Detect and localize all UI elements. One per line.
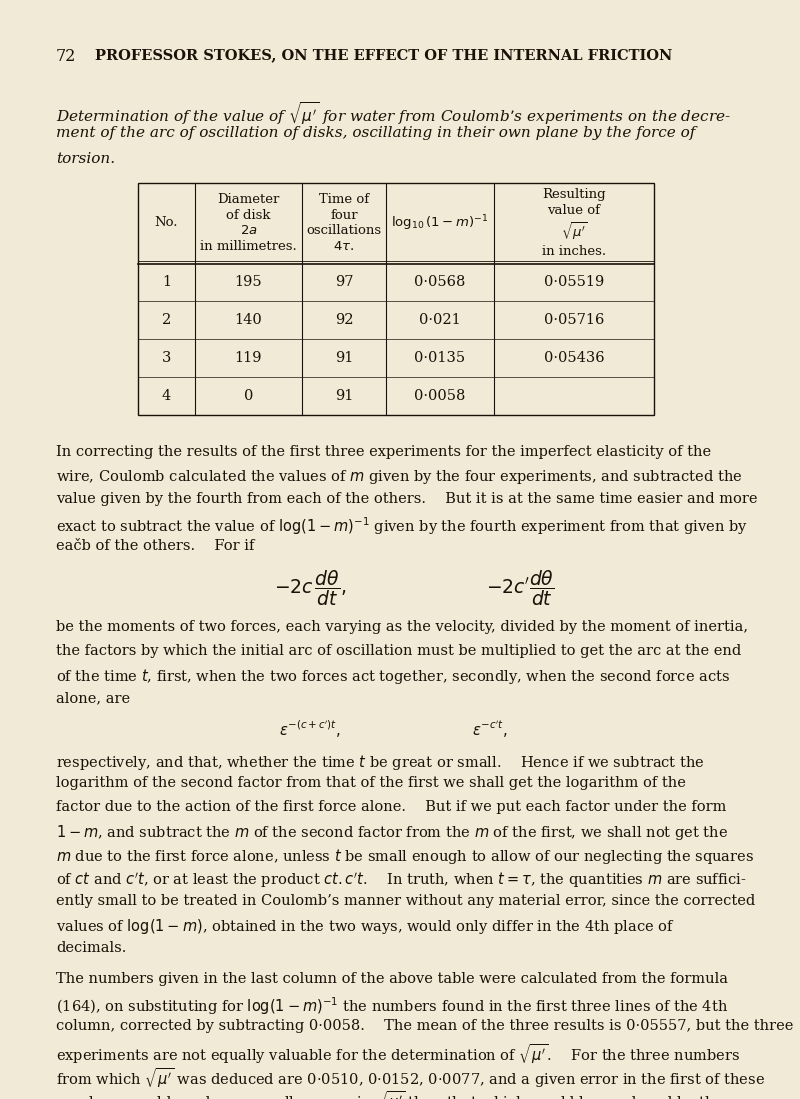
Text: In correcting the results of the first three experiments for the imperfect elast: In correcting the results of the first t… [56, 445, 711, 459]
Text: $-2c'\dfrac{d\theta}{dt}$: $-2c'\dfrac{d\theta}{dt}$ [486, 568, 554, 609]
Text: column, corrected by subtracting 0·0058.  The mean of the three results is 0·055: column, corrected by subtracting 0·0058.… [56, 1019, 794, 1033]
Text: 72: 72 [56, 48, 76, 65]
Text: 0·0058: 0·0058 [414, 389, 466, 403]
Text: ently small to be treated in Coulomb’s manner without any material error, since : ently small to be treated in Coulomb’s m… [56, 893, 755, 908]
Text: 91: 91 [335, 351, 353, 365]
Text: 3: 3 [162, 351, 171, 365]
Text: 0·05716: 0·05716 [544, 313, 604, 328]
Text: 0: 0 [244, 389, 253, 403]
Text: alone, are: alone, are [56, 691, 130, 704]
Text: $\epsilon^{-(c+c')t},$: $\epsilon^{-(c+c')t},$ [279, 719, 341, 740]
Text: 195: 195 [234, 275, 262, 289]
Text: value given by the fourth from each of the others.  But it is at the same time e: value given by the fourth from each of t… [56, 492, 758, 506]
Text: 0·021: 0·021 [419, 313, 461, 328]
Text: wire, Coulomb calculated the values of $m$ given by the four experiments, and su: wire, Coulomb calculated the values of $… [56, 468, 742, 487]
Text: 140: 140 [234, 313, 262, 328]
Text: from which $\sqrt{\mu^{\prime}}$ was deduced are 0·0510, 0·0152, 0·0077, and a g: from which $\sqrt{\mu^{\prime}}$ was ded… [56, 1066, 765, 1090]
Text: 92: 92 [334, 313, 354, 328]
Text: 0·05436: 0·05436 [544, 351, 604, 365]
Text: The numbers given in the last column of the above table were calculated from the: The numbers given in the last column of … [56, 972, 728, 986]
Text: $1-m$, and subtract the $m$ of the second factor from the $m$ of the first, we s: $1-m$, and subtract the $m$ of the secon… [56, 823, 728, 842]
Text: logarithm of the second factor from that of the first we shall get the logarithm: logarithm of the second factor from that… [56, 776, 686, 790]
Text: respectively, and that, whether the time $t$ be great or small.  Hence if we sub: respectively, and that, whether the time… [56, 753, 705, 771]
Text: $-2c\,\dfrac{d\theta}{dt},$: $-2c\,\dfrac{d\theta}{dt},$ [274, 568, 346, 609]
Text: of $ct$ and $c't$, or at least the product $ct.c't$.  In truth, when $t=\tau$, t: of $ct$ and $c't$, or at least the produ… [56, 870, 746, 889]
Text: $\log_{10}(1-m)^{-1}$: $\log_{10}(1-m)^{-1}$ [391, 213, 489, 233]
Bar [138, 184, 654, 415]
Text: torsion.: torsion. [56, 152, 115, 166]
Text: values of $\log(1-m)$, obtained in the two ways, would only differ in the 4th pl: values of $\log(1-m)$, obtained in the t… [56, 917, 674, 936]
Text: 0·0135: 0·0135 [414, 351, 466, 365]
Text: 0·0568: 0·0568 [414, 275, 466, 289]
Text: numbers would produce a smaller error in $\sqrt{\mu^{\prime}}$ than that which w: numbers would produce a smaller error in… [56, 1089, 724, 1099]
Text: of the time $t$, first, when the two forces act together, secondly, when the sec: of the time $t$, first, when the two for… [56, 667, 730, 687]
Text: the factors by which the initial arc of oscillation must be multiplied to get th: the factors by which the initial arc of … [56, 644, 742, 658]
Text: 97: 97 [334, 275, 354, 289]
Text: 2: 2 [162, 313, 171, 328]
Text: eačb of the others.  For if: eačb of the others. For if [56, 539, 254, 553]
Text: $\epsilon^{-c't},$: $\epsilon^{-c't},$ [472, 719, 508, 740]
Text: decimals.: decimals. [56, 941, 126, 955]
Text: Determination of the value of $\sqrt{\mu^{\prime}}$ for water from Coulomb’s exp: Determination of the value of $\sqrt{\mu… [56, 100, 731, 126]
Text: PROFESSOR STOKES, ON THE EFFECT OF THE INTERNAL FRICTION: PROFESSOR STOKES, ON THE EFFECT OF THE I… [95, 48, 672, 62]
Text: be the moments of two forces, each varying as the velocity, divided by the momen: be the moments of two forces, each varyi… [56, 621, 748, 634]
Text: factor due to the action of the first force alone.  But if we put each factor un: factor due to the action of the first fo… [56, 799, 726, 813]
Text: Resulting
value of
$\sqrt{\mu^{\prime}}$
in inches.: Resulting value of $\sqrt{\mu^{\prime}}$… [542, 188, 606, 257]
Text: experiments are not equally valuable for the determination of $\sqrt{\mu^{\prime: experiments are not equally valuable for… [56, 1043, 741, 1066]
Text: exact to subtract the value of $\log(1-m)^{-1}$ given by the fourth experiment f: exact to subtract the value of $\log(1-m… [56, 515, 748, 537]
Text: $m$ due to the first force alone, unless $t$ be small enough to allow of our neg: $m$ due to the first force alone, unless… [56, 846, 754, 866]
Text: Time of
four
oscillations
$4\tau$.: Time of four oscillations $4\tau$. [306, 193, 382, 253]
Text: 119: 119 [234, 351, 262, 365]
Text: 1: 1 [162, 275, 171, 289]
Text: ment of the arc of oscillation of disks, oscillating in their own plane by the f: ment of the arc of oscillation of disks,… [56, 126, 695, 140]
Text: 0·05519: 0·05519 [544, 275, 604, 289]
Text: (164), on substituting for $\log(1-m)^{-1}$ the numbers found in the first three: (164), on substituting for $\log(1-m)^{-… [56, 996, 728, 1018]
Text: No.: No. [154, 217, 178, 230]
Text: 91: 91 [335, 389, 353, 403]
Text: Diameter
of disk
$2a$
in millimetres.: Diameter of disk $2a$ in millimetres. [200, 193, 297, 253]
Text: 4: 4 [162, 389, 171, 403]
